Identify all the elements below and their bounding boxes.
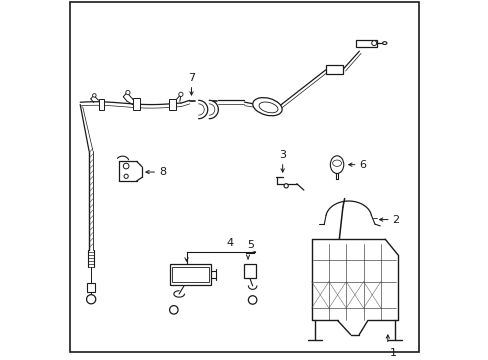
Text: 8: 8 [159,167,166,177]
Circle shape [123,163,129,169]
Bar [172,267,208,282]
Ellipse shape [259,102,278,113]
Text: 5: 5 [247,240,254,250]
Bar [325,66,343,74]
Ellipse shape [330,156,343,174]
Text: 7: 7 [187,73,195,83]
Circle shape [92,94,96,97]
Ellipse shape [382,42,386,45]
Bar [355,40,376,47]
Bar [99,99,104,109]
Bar [243,264,255,278]
Text: 4: 4 [226,238,233,248]
Circle shape [284,184,288,188]
Ellipse shape [252,98,282,116]
Bar [133,98,140,110]
Circle shape [86,294,96,304]
Circle shape [169,306,178,314]
Circle shape [125,90,130,95]
Text: 2: 2 [392,215,399,225]
Ellipse shape [332,160,341,166]
Circle shape [248,296,256,304]
Circle shape [371,41,376,46]
Bar [168,99,175,109]
Circle shape [124,174,128,179]
Text: 6: 6 [359,159,366,170]
Circle shape [179,92,183,96]
Text: 3: 3 [279,150,285,160]
Text: 1: 1 [389,348,396,358]
Bar [87,283,95,292]
Bar [170,264,210,285]
